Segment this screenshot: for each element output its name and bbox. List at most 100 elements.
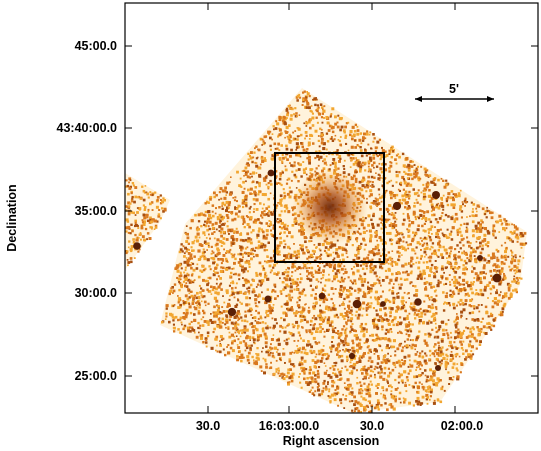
photon-pixel (381, 349, 383, 352)
photon-pixel (245, 303, 249, 307)
photon-pixel (357, 162, 360, 165)
photon-pixel (280, 305, 283, 308)
photon-pixel (234, 207, 237, 210)
photon-pixel (258, 166, 262, 170)
photon-pixel (257, 193, 260, 196)
photon-pixel (312, 256, 314, 258)
photon-pixel (211, 250, 214, 252)
photon-pixel (311, 317, 314, 319)
photon-pixel (448, 236, 451, 239)
photon-pixel (419, 404, 422, 406)
photon-pixel (476, 278, 480, 282)
photon-pixel (367, 383, 370, 386)
photon-pixel (384, 163, 387, 166)
photon-pixel (173, 330, 176, 333)
photon-pixel (454, 194, 458, 198)
photon-pixel (411, 385, 414, 388)
photon-pixel (284, 302, 288, 306)
photon-pixel (436, 221, 440, 224)
photon-pixel (485, 216, 488, 219)
photon-pixel (305, 246, 308, 249)
photon-pixel (136, 224, 139, 227)
photon-pixel (252, 198, 256, 201)
photon-pixel (345, 243, 348, 246)
photon-pixel (479, 251, 483, 255)
photon-pixel (185, 232, 188, 236)
photon-pixel (459, 340, 462, 344)
photon-pixel (258, 246, 261, 249)
photon-pixel (298, 375, 300, 378)
photon-pixel (181, 323, 183, 326)
photon-pixel (416, 363, 418, 365)
photon-pixel (328, 273, 330, 276)
photon-pixel (511, 231, 515, 235)
photon-pixel (206, 283, 209, 287)
photon-pixel (213, 327, 216, 331)
photon-pixel (427, 379, 430, 382)
photon-pixel (178, 274, 182, 278)
photon-pixel (452, 306, 456, 310)
photon-pixel (363, 161, 367, 165)
photon-pixel (433, 252, 437, 256)
photon-pixel (340, 125, 344, 129)
photon-pixel (375, 384, 378, 387)
photon-pixel (292, 365, 296, 368)
photon-pixel (387, 352, 389, 355)
photon-pixel (206, 200, 209, 203)
photon-pixel (375, 309, 378, 312)
photon-pixel (177, 297, 182, 301)
photon-pixel (404, 384, 407, 387)
photon-pixel (148, 221, 152, 224)
photon-pixel (237, 338, 240, 341)
photon-pixel (359, 355, 362, 358)
photon-pixel (349, 279, 352, 282)
photon-pixel (191, 302, 195, 305)
photon-pixel (283, 210, 287, 213)
photon-pixel (278, 201, 282, 205)
photon-pixel (513, 259, 517, 263)
photon-pixel (294, 138, 297, 140)
photon-pixel (462, 308, 466, 312)
photon-pixel (350, 145, 354, 149)
photon-pixel (161, 200, 165, 204)
photon-pixel (377, 188, 381, 191)
photon-pixel (342, 290, 345, 293)
photon-pixel (258, 227, 261, 230)
photon-pixel (424, 195, 427, 198)
photon-pixel (143, 191, 146, 194)
photon-pixel (243, 325, 247, 329)
photon-pixel (415, 336, 419, 340)
photon-pixel (309, 126, 312, 130)
photon-pixel (399, 401, 402, 404)
photon-pixel (254, 320, 257, 322)
photon-pixel (264, 322, 267, 325)
photon-pixel (404, 323, 407, 326)
photon-pixel (490, 328, 493, 331)
photon-pixel (247, 252, 250, 254)
photon-pixel (333, 275, 336, 279)
photon-pixel (180, 283, 183, 286)
photon-pixel (415, 168, 419, 172)
photon-pixel (257, 148, 261, 152)
photon-pixel (379, 295, 383, 298)
photon-pixel (219, 335, 223, 338)
photon-pixel (216, 217, 220, 221)
photon-pixel (380, 367, 383, 371)
photon-pixel (264, 260, 266, 263)
photon-pixel (262, 327, 265, 330)
photon-pixel (363, 292, 366, 296)
photon-pixel (271, 352, 274, 355)
photon-pixel (202, 311, 206, 315)
photon-pixel (280, 144, 283, 147)
photon-pixel (333, 398, 337, 402)
photon-pixel (462, 267, 466, 271)
photon-pixel (514, 272, 517, 275)
photon-pixel (396, 387, 399, 390)
photon-pixel (168, 320, 171, 324)
photon-pixel (345, 355, 349, 359)
photon-pixel (227, 302, 231, 306)
photon-pixel (347, 149, 350, 152)
photon-pixel (301, 104, 304, 106)
photon-pixel (354, 262, 358, 265)
photon-pixel (182, 312, 185, 315)
